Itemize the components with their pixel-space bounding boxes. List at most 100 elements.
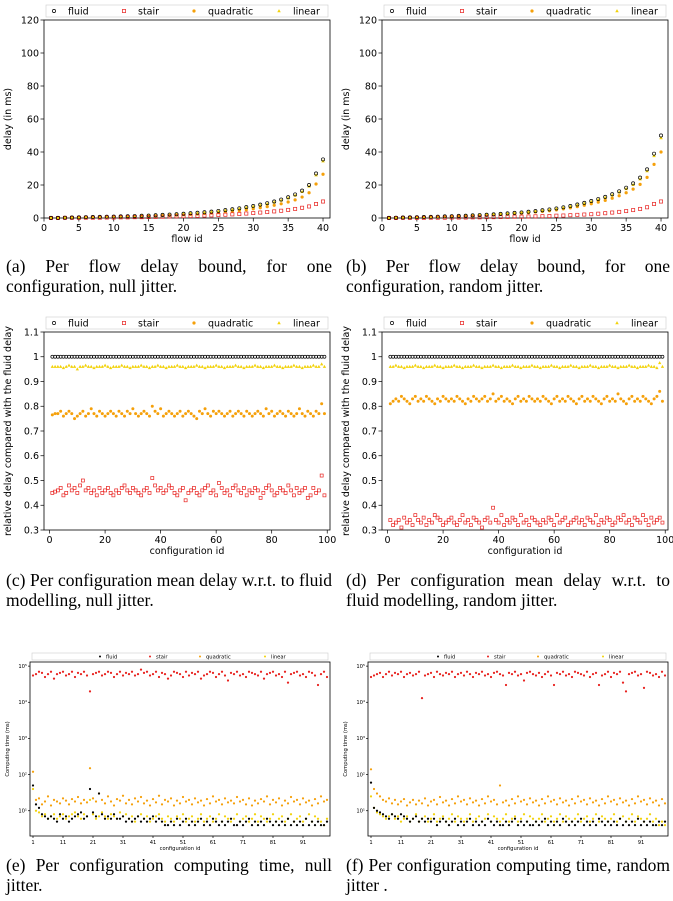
point-quadratic (461, 399, 465, 403)
point-linear (566, 364, 570, 368)
point-stair (190, 671, 194, 674)
point-stair (402, 515, 407, 520)
point-linear (610, 364, 615, 368)
point-quadratic (394, 397, 398, 401)
point-quadratic (247, 412, 251, 416)
x-tick-label: 0 (41, 223, 47, 234)
point-linear (73, 811, 77, 814)
point-linear (498, 820, 502, 823)
point-stair (174, 214, 179, 219)
point-stair (106, 670, 110, 673)
point-fluid (407, 215, 412, 220)
point-fluid (402, 815, 406, 818)
point-stair (154, 670, 158, 673)
point-linear (178, 817, 182, 820)
point-linear (571, 364, 576, 368)
point-stair (491, 505, 495, 510)
point-linear (189, 364, 193, 368)
point-quadratic (313, 797, 317, 801)
point-quadratic (603, 802, 607, 805)
point-stair (146, 215, 151, 219)
point-stair (524, 518, 529, 522)
point-linear (40, 815, 44, 818)
point-fluid (184, 817, 188, 820)
point-fluid (663, 820, 667, 823)
point-fluid (310, 820, 314, 823)
point-linear (245, 364, 249, 368)
point-stair (200, 488, 205, 493)
point-quadratic (211, 409, 215, 413)
point-quadratic (231, 414, 235, 418)
point-quadratic (320, 402, 324, 406)
point-fluid (459, 820, 463, 823)
point-stair (636, 674, 640, 677)
point-quadratic (522, 798, 526, 801)
point-stair (64, 674, 68, 677)
point-quadratic (200, 412, 204, 416)
point-stair (612, 671, 616, 674)
point-quadratic (519, 800, 523, 803)
point-linear (100, 811, 104, 814)
point-quadratic (543, 802, 547, 805)
point-linear (84, 363, 88, 367)
point-quadratic (528, 797, 532, 800)
point-quadratic (316, 802, 320, 805)
point-fluid (130, 820, 134, 823)
x-tick-label: 31 (458, 840, 465, 846)
point-quadratic (616, 392, 620, 396)
point-stair (645, 205, 650, 210)
point-quadratic (272, 203, 276, 207)
point-stair (211, 671, 215, 674)
point-linear (84, 215, 88, 219)
point-linear (103, 363, 107, 367)
point-stair (384, 673, 388, 676)
point-quadratic (220, 412, 224, 416)
x-tick-label: 11 (398, 840, 405, 846)
point-linear (465, 817, 469, 820)
point-linear (485, 364, 490, 368)
point-stair (652, 202, 656, 206)
point-stair (460, 513, 465, 517)
point-fluid (519, 210, 524, 215)
point-quadratic (120, 412, 124, 416)
point-linear (552, 820, 556, 823)
point-stair (419, 520, 423, 525)
point-stair (97, 486, 102, 490)
point-fluid (174, 212, 179, 217)
point-stair (659, 199, 663, 204)
point-quadratic (61, 414, 65, 418)
point-quadratic (153, 409, 157, 413)
point-linear (50, 364, 54, 368)
point-fluid (450, 820, 454, 823)
point-quadratic (181, 795, 185, 799)
point-linear (192, 364, 196, 368)
point-linear (621, 364, 626, 368)
point-stair (262, 677, 266, 680)
point-fluid (561, 205, 566, 210)
point-linear (242, 366, 246, 370)
point-quadratic (173, 414, 177, 418)
point-quadratic (307, 799, 311, 802)
caption-d: (d) Per configuration mean delay w.r.t. … (346, 570, 670, 610)
point-stair (388, 518, 393, 522)
point-stair (532, 518, 537, 522)
legend-box (45, 4, 329, 18)
point-stair (474, 518, 479, 522)
point-stair (300, 205, 305, 210)
point-fluid (199, 817, 203, 820)
point-quadratic (624, 402, 628, 406)
point-quadratic (391, 399, 395, 403)
point-fluid (477, 213, 482, 217)
point-linear (558, 813, 562, 816)
point-fluid (540, 208, 545, 213)
y-tick-label: 10¹ (18, 809, 27, 815)
point-stair (555, 513, 559, 517)
point-stair (576, 671, 580, 674)
point-fluid (216, 208, 221, 213)
point-stair (645, 670, 649, 673)
point-quadratic (613, 399, 617, 403)
point-fluid (277, 824, 281, 827)
point-quadratic (411, 397, 415, 401)
point-linear (193, 820, 197, 823)
legend-marker-fluid (437, 655, 439, 658)
